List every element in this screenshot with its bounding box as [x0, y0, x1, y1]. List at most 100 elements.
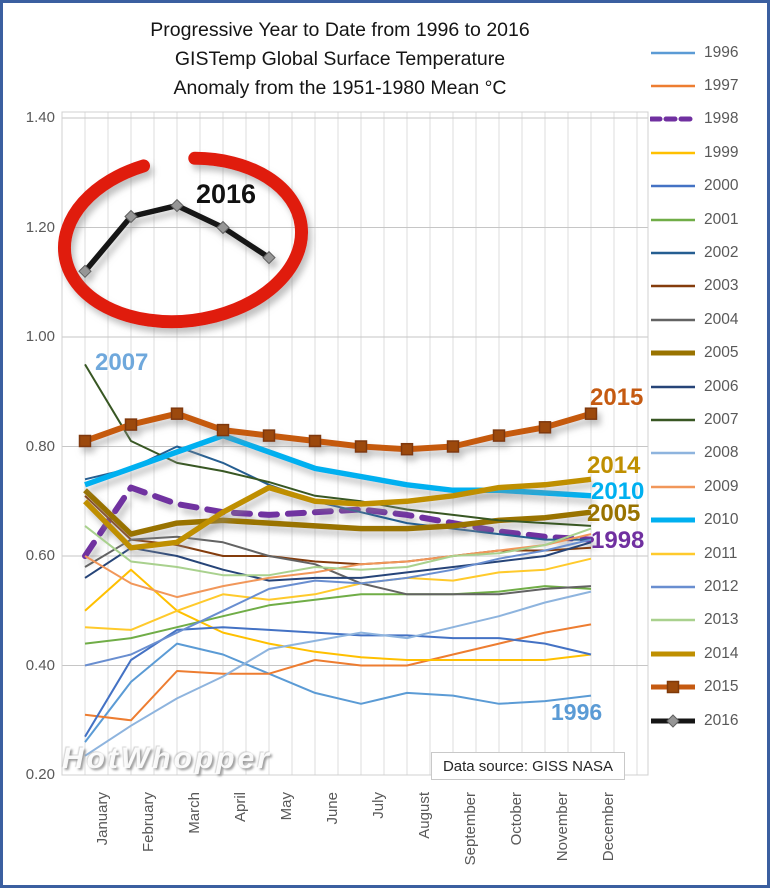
- legend-line-sample: [651, 84, 695, 88]
- legend-line-sample: [651, 51, 695, 54]
- legend-label: 2008: [704, 444, 739, 462]
- x-tick-label: July: [369, 792, 387, 819]
- legend-item-2002: 2002: [650, 236, 766, 269]
- chart-title-line2: GISTemp Global Surface Temperature: [174, 48, 506, 70]
- legend-line-sample: [651, 651, 695, 657]
- legend-label: 2001: [704, 210, 739, 228]
- legend-item-2001: 2001: [650, 203, 766, 236]
- legend-item-2012: 2012: [650, 570, 766, 603]
- series-2010: [84, 432, 592, 499]
- series-1998: [82, 484, 594, 559]
- series-2004: [84, 535, 592, 596]
- marker-square: [170, 407, 184, 420]
- legend-line-sample: [650, 116, 696, 122]
- chart-title: Progressive Year to Date from 1996 to 20…: [40, 16, 640, 103]
- legend-label: 2015: [704, 678, 739, 696]
- legend-line-sample: [651, 318, 695, 322]
- series-2012: [84, 538, 592, 667]
- x-tick-label: August: [415, 792, 433, 839]
- legend-item-2003: 2003: [650, 270, 766, 303]
- legend-item-2007: 2007: [650, 403, 766, 436]
- marker-diamond: [262, 250, 276, 265]
- series-2005: [83, 488, 592, 537]
- series-2015: [78, 407, 598, 456]
- label-2014: 2014: [587, 452, 641, 479]
- label-1996: 1996: [551, 699, 603, 725]
- x-tick-label: September: [461, 792, 479, 866]
- legend-item-2016: 2016: [650, 704, 766, 737]
- legend-line-sample: [651, 452, 695, 455]
- legend-label: 2010: [704, 511, 739, 529]
- data-source-text: Data source: GISS NASA: [442, 757, 614, 775]
- legend-item-2014: 2014: [650, 637, 766, 670]
- x-tick-label: May: [277, 792, 295, 821]
- marker-square: [262, 429, 276, 442]
- x-tick-label: November: [553, 792, 571, 862]
- series-2002: [84, 445, 591, 541]
- legend-item-2004: 2004: [650, 303, 766, 336]
- marker-square: [354, 440, 368, 453]
- x-tick-label: February: [139, 792, 157, 853]
- legend-item-1997: 1997: [650, 69, 766, 102]
- legend-item-1996: 1996: [650, 36, 766, 69]
- y-tick-label: 0.40: [25, 656, 55, 674]
- legend-label: 1997: [704, 77, 739, 95]
- legend-label: 1998: [704, 110, 739, 128]
- highlight-circle-2016: [57, 151, 309, 329]
- chart-title-line3: Anomaly from the 1951-1980 Mean °C: [173, 77, 507, 99]
- marker-square: [308, 434, 322, 448]
- legend-line-sample: [651, 151, 695, 155]
- legend-label: 2016: [704, 711, 739, 729]
- y-tick-label: 0.20: [25, 766, 55, 783]
- x-tick-label: June: [323, 792, 341, 825]
- series-1999: [84, 568, 592, 661]
- legend-item-2015: 2015: [650, 670, 766, 703]
- x-tick-label: March: [185, 792, 203, 834]
- marker-diamond: [170, 198, 184, 213]
- series-2013: [84, 525, 592, 577]
- legend-item-2008: 2008: [650, 437, 766, 470]
- legend-line-sample: [651, 350, 695, 356]
- legend-label: 2011: [704, 544, 738, 562]
- legend-line-sample: [651, 680, 695, 694]
- legend-label: 2000: [704, 177, 739, 195]
- marker-square: [78, 434, 92, 448]
- y-tick-label: 1.20: [25, 218, 55, 236]
- legend-item-2013: 2013: [650, 604, 766, 637]
- label-2016: 2016: [196, 179, 257, 209]
- series-2006: [84, 541, 592, 582]
- legend: 1996 1997 1998 1999 2000 2001 2002 2003 2004 2005…: [650, 36, 766, 737]
- series-2000: [84, 626, 592, 738]
- legend-label: 2009: [704, 477, 739, 495]
- legend-line-sample: [651, 619, 695, 622]
- legend-label: 2012: [704, 577, 739, 595]
- legend-line-sample: [651, 517, 695, 523]
- legend-label: 2007: [704, 410, 739, 428]
- legend-label: 2005: [704, 344, 739, 362]
- label-2015: 2015: [590, 384, 644, 411]
- marker-square: [400, 442, 414, 456]
- legend-label: 2002: [704, 244, 739, 262]
- legend-item-1998: 1998: [650, 103, 766, 136]
- y-tick-label: 1.00: [25, 328, 55, 345]
- x-tick-label: December: [599, 792, 617, 862]
- marker-square: [446, 440, 460, 453]
- x-tick-label: April: [231, 792, 249, 823]
- legend-line-sample: [651, 218, 695, 221]
- series-2008: [84, 590, 592, 757]
- series-2007: [84, 363, 592, 527]
- y-tick-label: 1.40: [25, 109, 55, 126]
- series-1996: [84, 642, 592, 743]
- marker-square: [538, 421, 552, 434]
- legend-item-2010: 2010: [650, 503, 766, 536]
- legend-line-sample: [651, 585, 695, 589]
- marker-diamond: [78, 264, 92, 279]
- marker-diamond: [124, 209, 138, 224]
- y-tick-label: 0.80: [25, 437, 55, 455]
- legend-label: 2013: [704, 611, 739, 629]
- legend-item-2005: 2005: [650, 337, 766, 370]
- legend-line-sample: [651, 251, 695, 255]
- legend-line-sample: [651, 418, 695, 422]
- series-2003: [84, 495, 592, 566]
